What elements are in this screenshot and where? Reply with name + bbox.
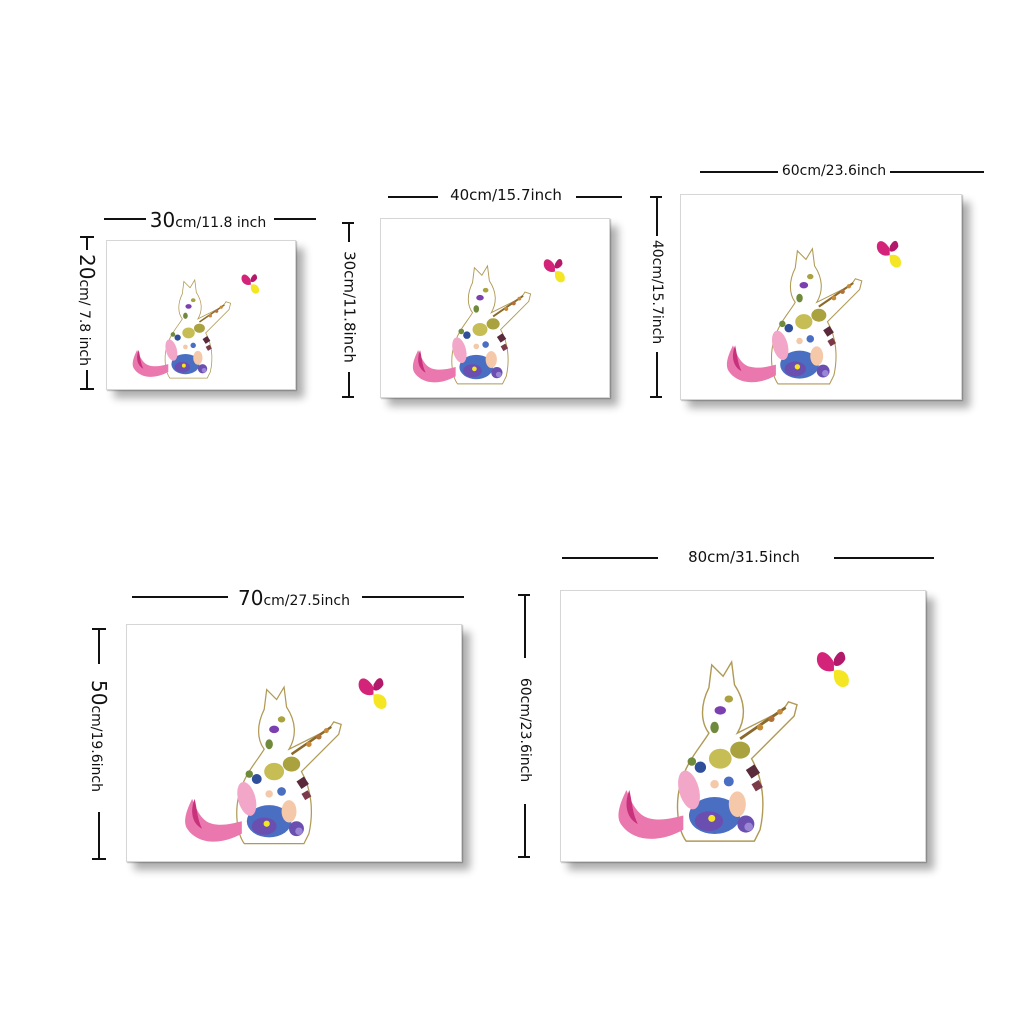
width-dimension-line [562, 557, 658, 559]
width-label-40: 40cm/15.7inch [450, 186, 562, 204]
width-dimension-line [274, 218, 316, 220]
height-label-50: 50cm/19.6inch [87, 679, 111, 793]
width-unit-text: cm/27.5inch [263, 593, 351, 609]
width-dimension-line [834, 557, 934, 559]
width-unit-text: cm/11.8 inch [175, 215, 267, 231]
height-dimension-line [524, 804, 526, 856]
height-dimension-line [86, 370, 88, 388]
canvas-print-70x50 [126, 624, 462, 862]
height-cm-value: 20 [75, 253, 99, 280]
width-dimension-line [388, 196, 438, 198]
floral-cat-butterfly-artwork [725, 239, 903, 386]
height-label-20: 20cm/ 7.8 inch [75, 253, 99, 367]
width-cm-value: 70 [237, 586, 264, 610]
height-dimension-line [86, 236, 88, 250]
floral-cat-butterfly-artwork [183, 676, 388, 845]
width-dimension-line [132, 596, 228, 598]
width-dimension-line [890, 171, 984, 173]
height-tick [518, 856, 530, 858]
height-unit-text: cm/19.6inch [88, 705, 104, 793]
height-tick [342, 396, 354, 398]
height-dimension-line [98, 628, 100, 664]
floral-cat-butterfly-artwork [131, 273, 260, 379]
height-unit-text: cm/ 7.8 inch [76, 279, 92, 367]
canvas-print-40x30 [380, 218, 610, 398]
height-dimension-line [98, 812, 100, 858]
width-dimension-line [700, 171, 778, 173]
floral-cat-butterfly-artwork [617, 650, 851, 843]
width-label-30: 30cm/11.8 inch [150, 210, 266, 230]
height-cm-value: 50 [87, 679, 111, 706]
width-dimension-line [104, 218, 146, 220]
width-label-60: 60cm/23.6inch [781, 163, 887, 179]
width-label-70: 70cm/27.5inch [238, 588, 350, 608]
canvas-print-30x20 [106, 240, 296, 390]
width-label-80: 80cm/31.5inch [688, 548, 800, 566]
width-dimension-line [576, 196, 622, 198]
floral-cat-butterfly-artwork [411, 258, 566, 385]
height-dimension-line [524, 594, 526, 658]
canvas-print-80x60 [560, 590, 926, 862]
height-label-60: 60cm/23.6inch [517, 677, 533, 783]
width-cm-value: 30 [149, 208, 176, 232]
height-tick [92, 858, 106, 860]
canvas-print-60x40 [680, 194, 962, 400]
height-label-30: 30cm/11.8inch [340, 251, 359, 363]
width-dimension-line [362, 596, 464, 598]
height-tick [80, 388, 94, 390]
height-label-40: 40cm/15.7inch [649, 239, 665, 345]
height-dimension-line [348, 222, 350, 242]
height-dimension-line [656, 352, 658, 396]
height-dimension-line [656, 196, 658, 236]
height-tick [650, 396, 662, 398]
height-dimension-line [348, 372, 350, 396]
